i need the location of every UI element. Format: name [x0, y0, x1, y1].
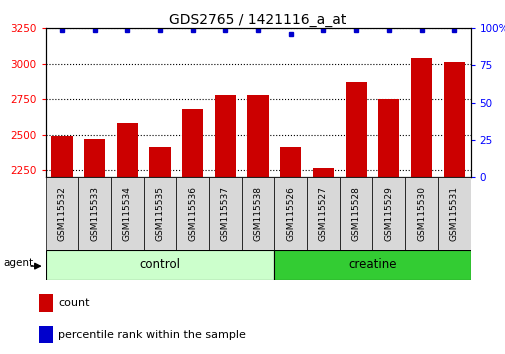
Bar — [39, 294, 53, 312]
Bar — [84, 139, 105, 354]
Text: GSM115528: GSM115528 — [351, 186, 360, 241]
Bar — [39, 326, 53, 343]
Text: GSM115529: GSM115529 — [384, 186, 392, 241]
Text: GSM115538: GSM115538 — [253, 186, 262, 241]
Bar — [405, 177, 437, 250]
Text: GSM115537: GSM115537 — [220, 186, 229, 241]
Title: GDS2765 / 1421116_a_at: GDS2765 / 1421116_a_at — [169, 13, 346, 27]
Bar — [78, 177, 111, 250]
Text: GSM115534: GSM115534 — [123, 186, 131, 241]
Text: GSM115531: GSM115531 — [449, 186, 458, 241]
Bar — [247, 95, 268, 354]
Bar — [45, 250, 274, 280]
Bar — [410, 58, 431, 354]
Bar — [437, 177, 470, 250]
Bar — [377, 99, 398, 354]
Bar — [214, 95, 235, 354]
Bar — [280, 147, 301, 354]
Bar — [176, 177, 209, 250]
Bar — [51, 136, 72, 354]
Bar — [307, 177, 339, 250]
Text: agent: agent — [4, 258, 34, 268]
Bar — [182, 109, 203, 354]
Text: GSM115526: GSM115526 — [286, 186, 295, 241]
Text: creatine: creatine — [347, 258, 396, 271]
Text: count: count — [58, 298, 89, 308]
Text: GSM115532: GSM115532 — [57, 186, 66, 241]
Text: GSM115535: GSM115535 — [155, 186, 164, 241]
Text: GSM115530: GSM115530 — [416, 186, 425, 241]
Bar — [117, 123, 138, 354]
Text: control: control — [139, 258, 180, 271]
Bar — [143, 177, 176, 250]
Bar — [372, 177, 405, 250]
Bar — [443, 62, 464, 354]
Text: GSM115536: GSM115536 — [188, 186, 197, 241]
Bar — [274, 177, 307, 250]
Bar — [149, 147, 170, 354]
Bar — [209, 177, 241, 250]
Text: GSM115533: GSM115533 — [90, 186, 99, 241]
Text: GSM115527: GSM115527 — [318, 186, 327, 241]
Bar — [274, 250, 470, 280]
Bar — [339, 177, 372, 250]
Bar — [241, 177, 274, 250]
Text: percentile rank within the sample: percentile rank within the sample — [58, 330, 245, 339]
Bar — [45, 177, 78, 250]
Bar — [312, 168, 333, 354]
Bar — [345, 82, 366, 354]
Bar — [111, 177, 143, 250]
